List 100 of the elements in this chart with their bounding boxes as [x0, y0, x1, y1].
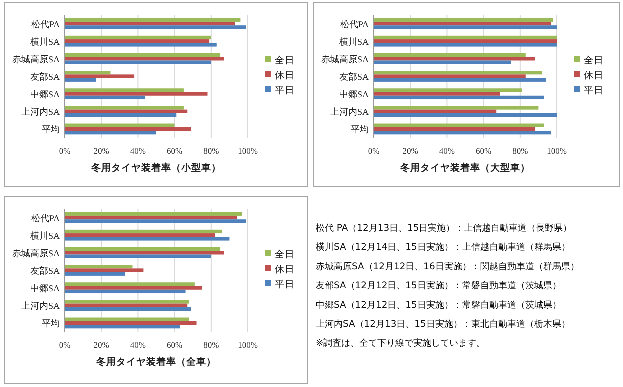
legend-label: 全日	[275, 54, 295, 66]
legend-label: 休日	[275, 264, 295, 276]
x-tick-label: 40%	[130, 340, 146, 350]
x-tick-label: 100%	[238, 340, 258, 350]
bar	[374, 40, 557, 44]
x-axis-title: 冬用タイヤ装着率（大型車）	[400, 162, 530, 174]
bar	[65, 230, 222, 234]
bar	[65, 78, 96, 82]
bar	[65, 26, 246, 30]
x-tick-label: 20%	[94, 146, 110, 156]
bar	[374, 43, 557, 47]
text: 中郷SA（12月12日、15日実施）：常磐自動車道（茨城県）	[316, 300, 562, 311]
bar	[65, 110, 188, 114]
text: 友部SA（12月12日、15日実施）：常磐自動車道（茨城県）	[316, 280, 562, 292]
y-tick-label: 平均	[42, 318, 60, 329]
y-tick-label: 松代PA	[31, 213, 60, 224]
x-axis-title: 冬用タイヤ装着率（小型車）	[90, 162, 222, 174]
x-tick-label: 80%	[512, 146, 528, 156]
bar	[65, 127, 192, 132]
x-tick-label: 40%	[130, 146, 146, 156]
y-tick-label: 友部SA	[30, 72, 60, 82]
bar	[374, 92, 500, 96]
y-tick-label: 中郷SA	[30, 90, 60, 100]
bar	[65, 318, 190, 322]
y-tick-label: 友部SA	[30, 266, 60, 276]
bar	[65, 92, 208, 96]
y-tick-label: 中郷SA	[339, 90, 370, 100]
x-tick-label: 20%	[94, 340, 110, 350]
bar	[65, 36, 212, 40]
y-tick-label: 松代PA	[31, 19, 60, 30]
bar	[374, 22, 552, 26]
bar	[374, 57, 536, 61]
bar	[374, 53, 526, 58]
bar	[374, 127, 536, 132]
bar	[65, 53, 221, 58]
bar	[374, 78, 546, 82]
bar	[374, 74, 526, 78]
bar	[374, 113, 557, 118]
bar	[374, 60, 512, 64]
y-tick-label: 上河内SA	[21, 107, 60, 118]
x-tick-label: 0%	[59, 146, 71, 156]
bar	[65, 212, 243, 216]
bar	[65, 307, 192, 312]
bar	[374, 36, 557, 40]
y-tick-label: 横川SA	[30, 36, 60, 47]
x-tick-label: 0%	[368, 146, 380, 156]
x-tick-label: 40%	[439, 146, 455, 156]
text: 横川SA（12月14日、15日実施）：上信越自動車道（群馬県）	[316, 242, 570, 254]
legend-label: 休日	[275, 70, 295, 82]
bar	[65, 88, 184, 92]
bar	[374, 18, 554, 22]
bar	[65, 286, 202, 290]
bar	[65, 247, 221, 252]
bar	[65, 18, 241, 22]
bar	[65, 43, 217, 47]
legend-label: 平日	[275, 280, 295, 290]
x-tick-label: 80%	[204, 340, 220, 350]
bar	[65, 131, 156, 135]
bar	[374, 106, 539, 110]
bar	[65, 321, 197, 326]
bar	[374, 88, 522, 92]
bar	[65, 220, 246, 224]
x-tick-label: 100%	[238, 146, 258, 156]
text: 上河内SA（12月13日、15日実施）：東北自動車道（栃木県）	[316, 319, 570, 330]
bar	[65, 96, 146, 100]
bar	[374, 26, 557, 30]
bar	[65, 124, 175, 128]
bar	[65, 237, 230, 241]
bar	[65, 304, 188, 308]
y-tick-label: 横川SA	[30, 230, 60, 241]
bar	[65, 290, 186, 294]
legend-label: 全日	[584, 54, 604, 66]
bar	[65, 74, 135, 78]
bar	[374, 71, 542, 75]
bar	[65, 57, 224, 61]
bar	[65, 60, 212, 64]
x-tick-label: 100%	[547, 146, 567, 156]
y-tick-label: 上河内SA	[330, 107, 370, 118]
bar	[65, 282, 195, 286]
bar	[374, 96, 544, 100]
x-tick-label: 60%	[476, 146, 492, 156]
bar	[65, 272, 126, 276]
y-tick-label: 平均	[351, 124, 369, 135]
y-tick-label: 中郷SA	[30, 284, 60, 294]
y-tick-label: 赤城高原SA	[12, 248, 60, 258]
bar	[65, 234, 216, 238]
bar	[374, 110, 497, 114]
legend-label: 平日	[584, 86, 604, 96]
bar	[65, 300, 190, 304]
bar	[65, 113, 177, 118]
bar	[374, 124, 544, 128]
y-tick-label: 松代PA	[340, 19, 370, 30]
legend-label: 休日	[584, 70, 604, 82]
bar	[65, 71, 111, 75]
x-tick-label: 20%	[402, 146, 418, 156]
text: 松代 PA（12月13日、15日実施）：上信越自動車道（長野県）	[316, 223, 572, 234]
x-tick-label: 80%	[204, 146, 220, 156]
text: ※調査は、全て下り線で実施しています。	[316, 338, 486, 350]
bar	[65, 40, 210, 44]
y-tick-label: 平均	[42, 124, 60, 135]
